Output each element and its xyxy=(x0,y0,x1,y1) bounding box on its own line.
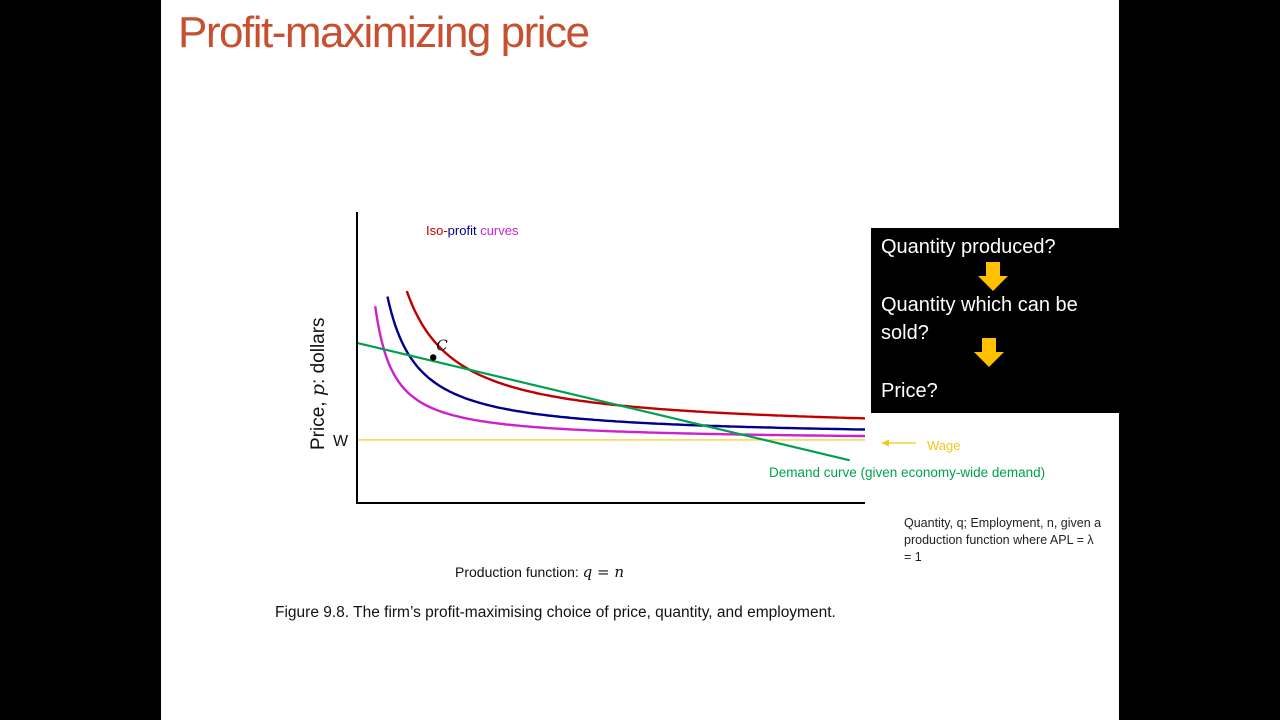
demand-curve-label: Demand curve (given economy-wide demand) xyxy=(769,465,1045,480)
iso-profit-label-part1: Iso- xyxy=(426,223,448,238)
slide-title: Profit-maximizing price xyxy=(178,8,590,57)
callout-item-quantity-produced: Quantity produced? xyxy=(881,236,1056,258)
point-c-label: C xyxy=(436,337,448,355)
iso-profit-label: Iso-profit curves xyxy=(426,223,519,238)
callout-item-quantity-sold: Quantity which can be xyxy=(881,294,1078,316)
callout-item-sold: sold? xyxy=(881,322,929,344)
y-tick-label-w: W xyxy=(333,433,349,450)
iso-profit-label-part2: profit xyxy=(448,223,477,238)
y-axis-label-prefix: Price, xyxy=(308,396,329,450)
iso-profit-curve-blue xyxy=(386,296,866,431)
callout-item-price: Price? xyxy=(881,380,938,402)
down-arrow-icon xyxy=(978,262,1008,291)
iso-profit-curve-red xyxy=(405,290,866,420)
y-axis-label-suffix: : dollars xyxy=(308,317,329,384)
y-axis-label: Price, p: dollars xyxy=(307,317,329,450)
production-function-equation: q = n xyxy=(582,563,625,581)
iso-profit-label-part3: curves xyxy=(477,223,519,238)
y-axis-label-var: p xyxy=(307,384,329,396)
demand-curve xyxy=(356,341,851,462)
question-callout: Quantity produced? Quantity which can be… xyxy=(871,228,1119,413)
wage-arrow-icon xyxy=(881,439,889,447)
wage-label: Wage xyxy=(927,438,960,453)
production-function-text: Production function: xyxy=(455,564,583,580)
figure-caption: Figure 9.8. The firm’s profit-maximising… xyxy=(275,604,836,621)
production-function-label: Production function: q = n xyxy=(455,563,624,581)
down-arrow-icon xyxy=(974,338,1004,367)
point-c xyxy=(430,354,437,361)
quantity-axis-note: Quantity, q; Employment, n, given a prod… xyxy=(904,516,1102,564)
